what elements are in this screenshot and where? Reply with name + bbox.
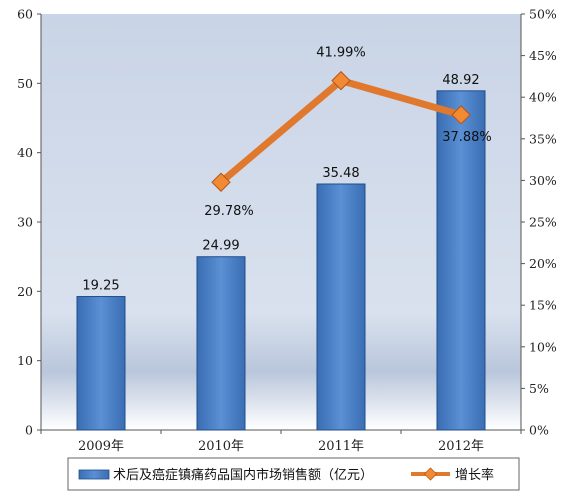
growth-rate-label: 37.88% — [442, 130, 492, 145]
right-tick-label: 40% — [529, 90, 557, 105]
left-tick-label: 40 — [17, 145, 33, 160]
category-label: 2011年 — [318, 439, 364, 454]
growth-rate-label: 29.78% — [204, 204, 254, 219]
right-tick-label: 10% — [529, 339, 557, 354]
growth-rate-marker — [211, 172, 231, 192]
right-axis-ticks: 0% 5% 10% 15% 20% 25% 30% 35% 40% 45% 50% — [521, 7, 557, 438]
bar — [196, 256, 246, 431]
legend-line-marker — [423, 467, 438, 481]
left-tick-label: 60 — [17, 7, 33, 22]
right-tick-label: 30% — [529, 173, 557, 188]
bar — [436, 90, 486, 431]
right-tick-label: 0% — [529, 423, 549, 438]
bar-series — [76, 90, 486, 431]
right-tick-label: 20% — [529, 256, 557, 271]
right-tick-label: 15% — [529, 298, 557, 313]
right-tick-label: 45% — [529, 48, 557, 63]
bar — [316, 183, 366, 431]
left-tick-label: 10 — [17, 353, 33, 368]
bar-value-label: 48.92 — [442, 73, 479, 88]
category-label: 2010年 — [198, 439, 244, 454]
legend-bar-label: 术后及癌症镇痛药品国内市场销售额（亿元） — [113, 467, 373, 483]
growth-rate-label: 41.99% — [316, 46, 366, 61]
bar-data-labels: 19.25 24.99 35.48 48.92 — [82, 73, 479, 294]
legend-line-label: 增长率 — [455, 467, 494, 483]
left-tick-label: 30 — [17, 215, 33, 230]
left-tick-label: 20 — [17, 284, 33, 299]
category-label: 2009年 — [78, 439, 124, 454]
left-tick-label: 0 — [25, 423, 33, 438]
bar-value-label: 19.25 — [82, 279, 119, 294]
right-tick-label: 35% — [529, 131, 557, 146]
right-tick-label: 5% — [529, 381, 549, 396]
right-tick-label: 50% — [529, 7, 557, 22]
bar-value-label: 35.48 — [322, 166, 359, 181]
legend-bar-swatch — [78, 469, 110, 480]
line-series — [211, 70, 471, 192]
category-axis: 2009年 2010年 2011年 2012年 — [40, 430, 522, 454]
category-label: 2012年 — [438, 439, 484, 454]
legend: 术后及癌症镇痛药品国内市场销售额（亿元） 增长率 — [67, 457, 520, 491]
line-data-labels: 29.78% 41.99% 37.88% — [204, 46, 492, 220]
growth-rate-marker — [331, 70, 351, 91]
left-axis-ticks: 0 10 20 30 40 50 60 — [17, 7, 41, 438]
bar-value-label: 24.99 — [202, 239, 239, 254]
left-tick-label: 50 — [17, 76, 33, 91]
growth-rate-marker — [451, 105, 471, 125]
bar — [76, 296, 126, 431]
right-tick-label: 25% — [529, 215, 557, 230]
